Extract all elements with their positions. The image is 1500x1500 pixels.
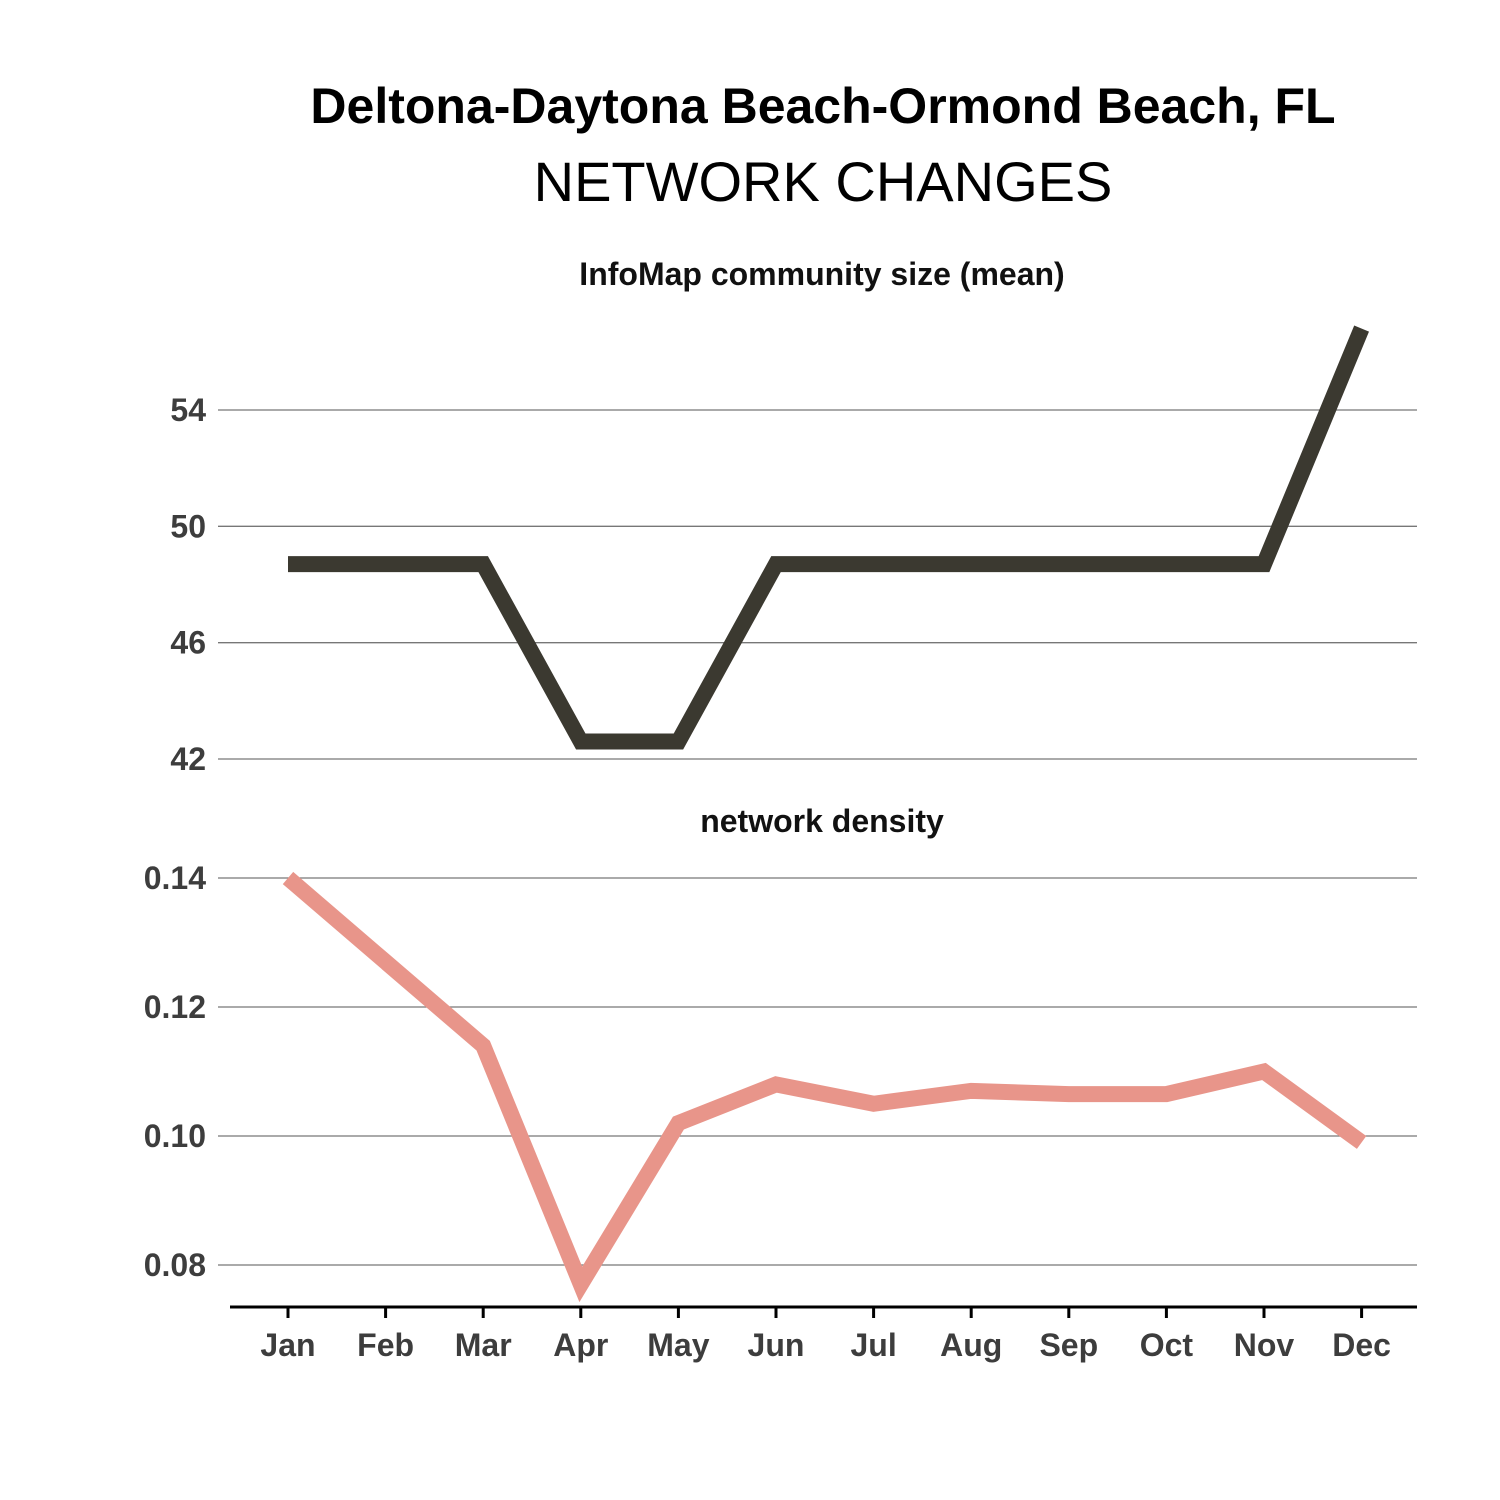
x-tick-label: Apr [553,1327,608,1363]
chart-title: Deltona-Daytona Beach-Ormond Beach, FL [310,78,1336,134]
x-tick-label: Jul [850,1327,896,1363]
y-tick-label: 0.10 [144,1118,206,1154]
series-line [282,871,1367,1303]
panel-title-community-size: InfoMap community size (mean) [579,256,1064,292]
x-tick-label: Feb [357,1327,414,1363]
x-axis: Jan Feb Mar Apr May Jun Jul Aug Sep Oct Nov Dec [230,1305,1417,1363]
panel-title-network-density: network density [700,803,944,839]
y-tick-label: 50 [170,508,206,544]
x-tick-label: Dec [1332,1327,1391,1363]
x-tick-label: Sep [1039,1327,1098,1363]
x-tick-label: Jan [260,1327,315,1363]
x-tick-label: May [647,1327,709,1363]
y-tick-label: 0.12 [144,989,206,1025]
x-tick-label: Nov [1234,1327,1295,1363]
x-tick-label: Mar [455,1327,512,1363]
panel-community-size: 42 46 50 54 [170,325,1417,777]
y-tick-label: 54 [170,392,206,428]
panel-network-density: 0.08 0.10 0.12 0.14 [144,860,1417,1303]
series-line [288,325,1369,750]
x-tick-label: Jun [748,1327,805,1363]
y-tick-label: 0.08 [144,1247,206,1283]
y-tick-label: 46 [170,625,206,661]
y-tick-label: 0.14 [144,860,206,896]
x-tick-label: Aug [940,1327,1002,1363]
x-tick-label: Oct [1140,1327,1194,1363]
y-tick-label: 42 [170,741,206,777]
chart-subtitle: NETWORK CHANGES [533,150,1113,213]
